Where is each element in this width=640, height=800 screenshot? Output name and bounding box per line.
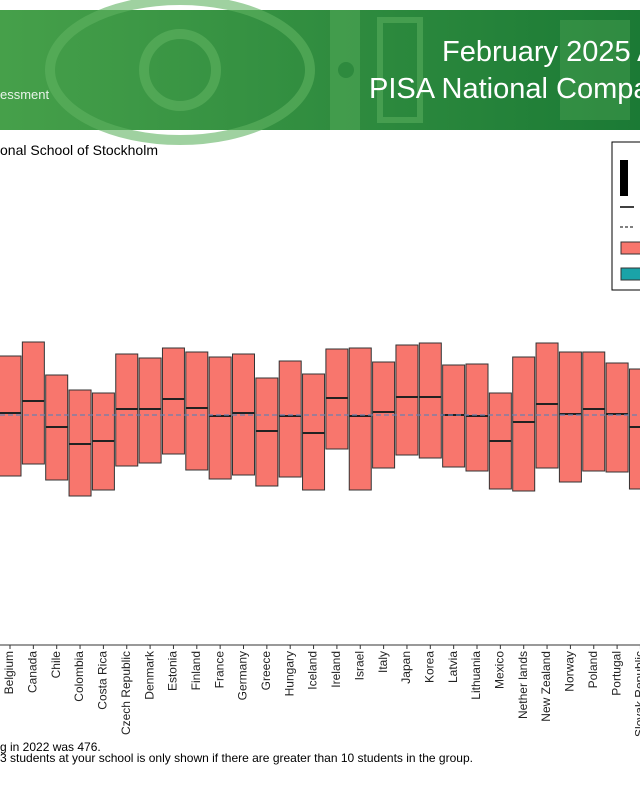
x-tick-label: Latvia bbox=[446, 651, 460, 683]
box bbox=[278, 360, 302, 478]
box bbox=[0, 355, 22, 477]
box bbox=[605, 362, 629, 473]
footnote: g in 2022 was 476. bbox=[0, 740, 101, 754]
box bbox=[465, 363, 489, 472]
x-tick-label: Nether lands bbox=[516, 651, 530, 719]
x-tick-label: New Zealand bbox=[539, 651, 553, 722]
x-tick-label: Czech Republic bbox=[119, 651, 133, 735]
x-tick-label: Poland bbox=[586, 651, 600, 688]
x-tick-label: Ireland bbox=[329, 651, 343, 688]
box bbox=[395, 344, 419, 456]
footnote: 3 students at your school is only shown … bbox=[0, 751, 473, 765]
x-tick-label: Costa Rica bbox=[96, 651, 110, 710]
box bbox=[582, 351, 606, 472]
x-tick-label: Israel bbox=[352, 651, 366, 680]
x-tick-label: Portugal bbox=[609, 651, 623, 696]
x-tick-label: Colombia bbox=[72, 651, 86, 702]
x-tick-label: Finland bbox=[189, 651, 203, 690]
box bbox=[418, 342, 442, 459]
x-tick-label: Iceland bbox=[306, 651, 320, 690]
plot: Belgium Canada Chile Colombia Costa Rica Czec… bbox=[0, 341, 640, 737]
x-tick-label: Hungary bbox=[282, 651, 296, 696]
x-tick-label: Germany bbox=[236, 651, 250, 700]
x-tick-label: Chile bbox=[49, 651, 63, 679]
box bbox=[372, 361, 396, 469]
box bbox=[558, 351, 582, 483]
x-tick-label: Slovak Republic bbox=[633, 651, 640, 737]
box bbox=[208, 356, 232, 480]
box bbox=[512, 356, 536, 492]
header-tagline: essment bbox=[0, 87, 50, 102]
box bbox=[138, 357, 162, 464]
x-tick-label: Korea bbox=[422, 651, 436, 683]
x-tick-label: Lithuania bbox=[469, 651, 483, 700]
box bbox=[161, 347, 185, 455]
header-title: February 2025 A bbox=[442, 36, 640, 68]
x-tick-label: Italy bbox=[376, 651, 390, 673]
x-tick-label: Mexico bbox=[493, 651, 507, 689]
box bbox=[21, 341, 45, 465]
x-tick-label: Greece bbox=[259, 651, 273, 691]
x-tick-label: France bbox=[212, 651, 226, 689]
x-tick-label: Canada bbox=[26, 651, 40, 693]
box bbox=[185, 351, 209, 471]
header-banner bbox=[0, 0, 640, 145]
legend bbox=[611, 141, 640, 291]
box bbox=[628, 368, 640, 490]
x-tick-label: Japan bbox=[399, 651, 413, 684]
x-tick-label: Denmark bbox=[142, 650, 156, 700]
x-tick-label: Estonia bbox=[166, 651, 180, 691]
box bbox=[535, 342, 559, 469]
header-title: PISA National Compa bbox=[369, 73, 640, 105]
x-tick-label: Belgium bbox=[2, 651, 16, 694]
x-tick-label: Norway bbox=[563, 651, 577, 692]
box bbox=[348, 347, 372, 491]
chart-subtitle: onal School of Stockholm bbox=[0, 142, 158, 158]
